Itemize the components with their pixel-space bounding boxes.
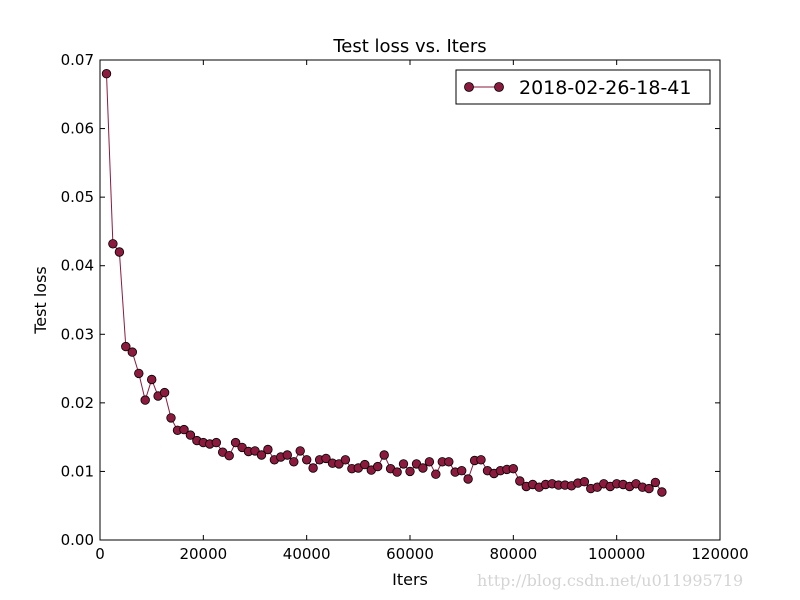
x-axis-label: Iters <box>392 570 428 589</box>
data-point <box>289 457 299 467</box>
legend: 2018-02-26-18-41 <box>455 69 711 105</box>
data-point <box>508 464 519 474</box>
data-point <box>224 451 234 461</box>
data-point <box>256 450 267 460</box>
data-point <box>127 347 138 357</box>
data-point <box>650 477 661 488</box>
data-point <box>398 459 409 469</box>
y-axis-ticks: 0.00 0.01 0.02 0.03 0.04 0.05 0.06 0.07 <box>61 51 720 549</box>
x-tick-label: 60000 <box>386 545 434 563</box>
data-point <box>340 455 351 465</box>
data-point <box>321 453 331 464</box>
data-point <box>308 463 318 473</box>
data-point <box>108 239 118 249</box>
data-point <box>392 467 402 477</box>
data-point <box>360 459 370 470</box>
data-point <box>121 341 131 352</box>
data-point <box>263 444 273 455</box>
data-point <box>140 395 150 405</box>
data-point <box>185 430 196 440</box>
y-tick-label: 0.06 <box>61 120 94 138</box>
data-point <box>114 247 125 257</box>
y-tick-label: 0.04 <box>61 257 94 275</box>
data-point <box>424 457 435 467</box>
data-point <box>644 483 654 494</box>
data-point <box>444 457 454 467</box>
chart-title: Test loss vs. Iters <box>332 36 486 57</box>
data-point <box>302 455 312 465</box>
data-point <box>463 474 473 484</box>
data-point <box>405 466 415 477</box>
data-point <box>476 455 486 465</box>
data-point <box>211 437 222 448</box>
y-axis-label: Test loss <box>31 266 50 335</box>
data-point <box>146 374 157 385</box>
x-tick-label: 0 <box>95 545 105 563</box>
legend-label: 2018-02-26-18-41 <box>519 77 691 99</box>
data-point <box>379 450 389 460</box>
data-point <box>457 466 467 476</box>
data-point <box>418 463 428 473</box>
y-tick-label: 0.01 <box>61 462 94 480</box>
data-point <box>431 469 441 479</box>
data-point <box>295 446 305 456</box>
x-axis-ticks: 0 20000 40000 60000 80000 100000 120000 <box>95 60 749 563</box>
data-point <box>101 68 112 79</box>
data-point <box>657 487 667 497</box>
series-line <box>106 73 663 493</box>
x-tick-label: 80000 <box>489 545 537 563</box>
y-tick-label: 0.02 <box>61 394 94 412</box>
y-tick-label: 0.07 <box>61 51 94 69</box>
x-tick-label: 100000 <box>588 545 645 563</box>
data-point <box>579 477 590 487</box>
legend-marker <box>464 82 474 92</box>
x-tick-label: 20000 <box>179 545 227 563</box>
legend-marker <box>494 82 504 92</box>
y-tick-label: 0.03 <box>61 325 94 343</box>
y-tick-label: 0.05 <box>61 188 94 206</box>
data-point <box>230 437 241 448</box>
data-point <box>166 413 176 423</box>
data-point <box>134 368 144 379</box>
plot-frame <box>99 59 721 541</box>
watermark: http://blog.csdn.net/u011995719 <box>477 571 743 590</box>
x-tick-label: 40000 <box>283 545 331 563</box>
data-point <box>159 387 170 398</box>
data-point <box>373 461 383 472</box>
data-point <box>179 424 189 435</box>
plot-area <box>101 68 667 497</box>
data-point <box>282 450 293 460</box>
y-tick-label: 0.00 <box>61 531 94 549</box>
data-point <box>515 476 525 486</box>
x-tick-label: 120000 <box>691 545 748 563</box>
